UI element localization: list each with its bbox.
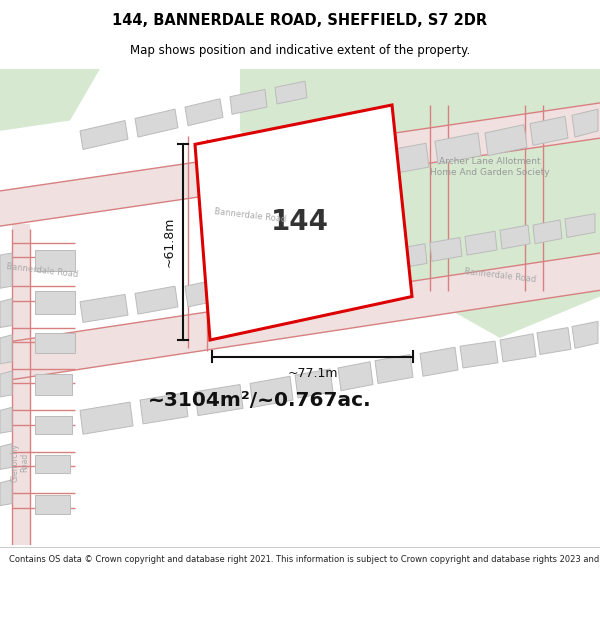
Polygon shape [565, 214, 595, 238]
Polygon shape [250, 376, 293, 408]
Polygon shape [0, 253, 12, 288]
Polygon shape [0, 444, 12, 469]
Polygon shape [135, 109, 178, 137]
Polygon shape [295, 369, 333, 398]
Polygon shape [35, 416, 72, 434]
Polygon shape [485, 124, 527, 156]
Polygon shape [80, 294, 128, 322]
Polygon shape [35, 291, 75, 314]
Text: Map shows position and indicative extent of the property.: Map shows position and indicative extent… [130, 44, 470, 58]
Polygon shape [12, 224, 30, 545]
Text: Contains OS data © Crown copyright and database right 2021. This information is : Contains OS data © Crown copyright and d… [9, 556, 600, 564]
Polygon shape [35, 374, 72, 395]
Text: 144: 144 [271, 208, 329, 236]
Polygon shape [420, 348, 458, 376]
Polygon shape [195, 105, 412, 340]
Polygon shape [0, 480, 12, 506]
Polygon shape [0, 371, 12, 397]
Polygon shape [533, 220, 562, 244]
Polygon shape [380, 143, 429, 176]
Text: Bannerdale Road: Bannerdale Road [5, 262, 79, 279]
Polygon shape [0, 253, 600, 381]
Polygon shape [315, 257, 350, 283]
Polygon shape [500, 334, 536, 362]
Polygon shape [195, 384, 243, 416]
Polygon shape [35, 455, 70, 472]
Polygon shape [230, 89, 267, 114]
Polygon shape [240, 69, 600, 338]
Polygon shape [0, 103, 600, 226]
Polygon shape [375, 354, 413, 384]
Polygon shape [35, 250, 75, 271]
Polygon shape [572, 109, 598, 137]
Text: Bannerdale Road: Bannerdale Road [214, 208, 286, 224]
Polygon shape [530, 116, 568, 146]
Polygon shape [0, 69, 100, 131]
Polygon shape [275, 81, 307, 104]
Polygon shape [35, 495, 70, 514]
Polygon shape [230, 272, 267, 299]
Polygon shape [500, 225, 530, 249]
Polygon shape [572, 321, 598, 348]
Polygon shape [430, 238, 462, 261]
Polygon shape [465, 231, 497, 255]
Polygon shape [185, 279, 223, 307]
Polygon shape [0, 299, 12, 328]
Polygon shape [0, 408, 12, 433]
Polygon shape [460, 341, 498, 368]
Text: ~3104m²/~0.767ac.: ~3104m²/~0.767ac. [148, 391, 371, 409]
Polygon shape [338, 362, 373, 391]
Text: 144, BANNERDALE ROAD, SHEFFIELD, S7 2DR: 144, BANNERDALE ROAD, SHEFFIELD, S7 2DR [112, 13, 488, 28]
Polygon shape [135, 286, 178, 314]
Polygon shape [140, 392, 188, 424]
Text: Bannerdale Road: Bannerdale Road [464, 268, 536, 284]
Polygon shape [35, 332, 75, 354]
Text: Archer Lane Allotment
Home And Garden Society: Archer Lane Allotment Home And Garden So… [430, 158, 550, 177]
Polygon shape [0, 335, 12, 364]
Polygon shape [80, 121, 128, 149]
Polygon shape [185, 99, 223, 126]
Polygon shape [80, 402, 133, 434]
Polygon shape [537, 328, 571, 354]
Text: ~77.1m: ~77.1m [287, 367, 338, 379]
Polygon shape [390, 244, 427, 269]
Text: Glenorchy
Road: Glenorchy Road [10, 442, 30, 482]
Polygon shape [355, 250, 387, 276]
Polygon shape [435, 133, 481, 164]
Polygon shape [275, 263, 312, 291]
Text: ~61.8m: ~61.8m [163, 217, 176, 268]
